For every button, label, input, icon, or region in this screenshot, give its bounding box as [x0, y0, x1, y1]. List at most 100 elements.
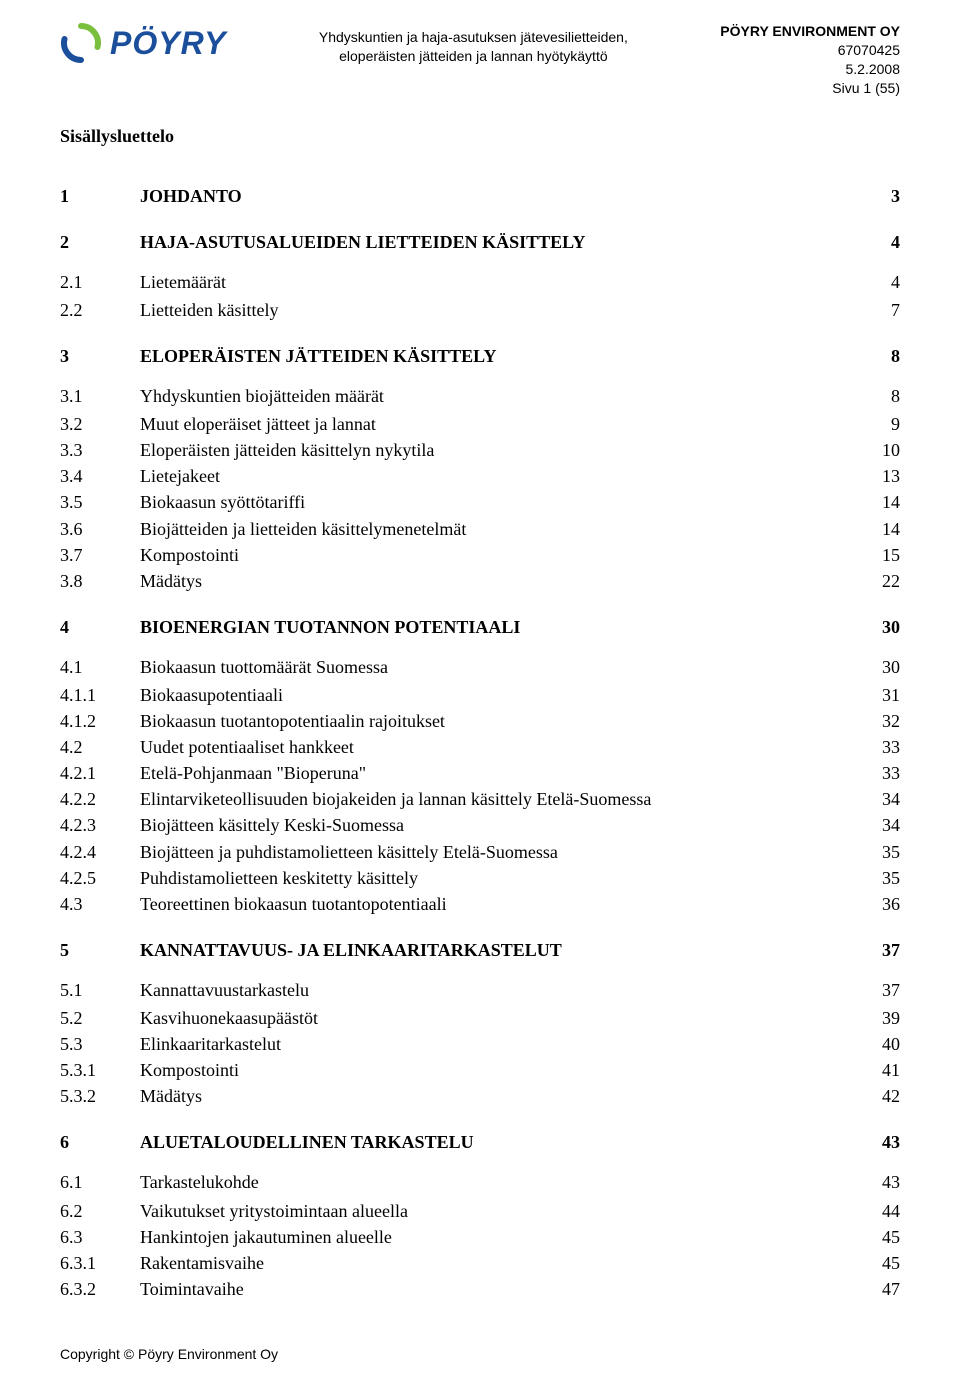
toc-num: 4: [60, 614, 140, 640]
toc-entry: 4.1.2 Biokaasun tuotantopotentiaalin raj…: [60, 708, 900, 734]
toc-num: 4.3: [60, 891, 140, 917]
toc-page: 45: [860, 1224, 900, 1250]
page-header: PÖYRY Yhdyskuntien ja haja-asutuksen jät…: [60, 22, 900, 98]
header-subtitle: Yhdyskuntien ja haja-asutuksen jätevesil…: [226, 22, 720, 66]
toc-entry: 5.3 Elinkaaritarkastelut 40: [60, 1031, 900, 1057]
toc-page: 4: [860, 269, 900, 295]
toc-page: 43: [860, 1129, 900, 1155]
logo: PÖYRY: [60, 22, 226, 64]
toc-label: Biokaasupotentiaali: [140, 682, 860, 708]
toc-label: Biojätteiden ja lietteiden käsittelymene…: [140, 516, 860, 542]
toc-num: 5.3.1: [60, 1057, 140, 1083]
toc-page: 39: [860, 1005, 900, 1031]
toc-entry: 4 BIOENERGIAN TUOTANNON POTENTIAALI 30: [60, 614, 900, 640]
toc-label: HAJA-ASUTUSALUEIDEN LIETTEIDEN KÄSITTELY: [140, 229, 860, 255]
toc-num: 3: [60, 343, 140, 369]
toc-label: Biokaasun tuotantopotentiaalin rajoituks…: [140, 708, 860, 734]
toc-label: Lietemäärät: [140, 269, 860, 295]
doc-page: Sivu 1 (55): [720, 79, 900, 98]
toc-page: 41: [860, 1057, 900, 1083]
toc-label: Kompostointi: [140, 1057, 860, 1083]
toc-page: 22: [860, 568, 900, 594]
toc-entry: 6.1 Tarkastelukohde 43: [60, 1169, 900, 1195]
toc-label: Biokaasun tuottomäärät Suomessa: [140, 654, 860, 680]
toc-entry: 4.2 Uudet potentiaaliset hankkeet 33: [60, 734, 900, 760]
toc-label: Toimintavaihe: [140, 1276, 860, 1302]
toc-page: 4: [860, 229, 900, 255]
toc-label: Lietejakeet: [140, 463, 860, 489]
toc-num: 3.1: [60, 383, 140, 409]
toc-entry: 3.3 Eloperäisten jätteiden käsittelyn ny…: [60, 437, 900, 463]
table-of-contents: 1 JOHDANTO 3 2 HAJA-ASUTUSALUEIDEN LIETT…: [60, 183, 900, 1302]
toc-page: 35: [860, 865, 900, 891]
toc-entry: 3.2 Muut eloperäiset jätteet ja lannat 9: [60, 411, 900, 437]
toc-num: 3.4: [60, 463, 140, 489]
toc-num: 6.1: [60, 1169, 140, 1195]
toc-page: 45: [860, 1250, 900, 1276]
toc-num: 6.3.1: [60, 1250, 140, 1276]
toc-page: 34: [860, 786, 900, 812]
toc-page: 13: [860, 463, 900, 489]
toc-num: 3.7: [60, 542, 140, 568]
copyright-footer: Copyright © Pöyry Environment Oy: [60, 1346, 278, 1362]
toc-label: Uudet potentiaaliset hankkeet: [140, 734, 860, 760]
toc-num: 4.1: [60, 654, 140, 680]
toc-entry: 4.2.5 Puhdistamolietteen keskitetty käsi…: [60, 865, 900, 891]
toc-entry: 5.1 Kannattavuustarkastelu 37: [60, 977, 900, 1003]
toc-num: 4.2.1: [60, 760, 140, 786]
toc-title: Sisällysluettelo: [60, 126, 900, 147]
toc-page: 7: [860, 297, 900, 323]
toc-entry: 6.3.2 Toimintavaihe 47: [60, 1276, 900, 1302]
toc-entry: 4.1 Biokaasun tuottomäärät Suomessa 30: [60, 654, 900, 680]
toc-page: 37: [860, 937, 900, 963]
header-line1: Yhdyskuntien ja haja-asutuksen jätevesil…: [226, 28, 720, 47]
toc-page: 30: [860, 654, 900, 680]
toc-entry: 6.2 Vaikutukset yritystoimintaan alueell…: [60, 1198, 900, 1224]
toc-num: 3.8: [60, 568, 140, 594]
toc-label: Muut eloperäiset jätteet ja lannat: [140, 411, 860, 437]
toc-page: 47: [860, 1276, 900, 1302]
toc-num: 4.2: [60, 734, 140, 760]
toc-label: Etelä-Pohjanmaan "Bioperuna": [140, 760, 860, 786]
toc-page: 14: [860, 516, 900, 542]
toc-page: 14: [860, 489, 900, 515]
toc-num: 4.2.3: [60, 812, 140, 838]
toc-entry: 3.4 Lietejakeet 13: [60, 463, 900, 489]
toc-label: Mädätys: [140, 568, 860, 594]
toc-label: Kompostointi: [140, 542, 860, 568]
toc-entry: 3.8 Mädätys 22: [60, 568, 900, 594]
toc-page: 36: [860, 891, 900, 917]
logo-icon: [60, 22, 102, 64]
toc-entry: 5.2 Kasvihuonekaasupäästöt 39: [60, 1005, 900, 1031]
toc-num: 2: [60, 229, 140, 255]
toc-num: 3.3: [60, 437, 140, 463]
toc-page: 9: [860, 411, 900, 437]
toc-num: 4.2.4: [60, 839, 140, 865]
toc-page: 33: [860, 734, 900, 760]
toc-page: 30: [860, 614, 900, 640]
toc-label: Elintarviketeollisuuden biojakeiden ja l…: [140, 786, 860, 812]
toc-label: Hankintojen jakautuminen alueelle: [140, 1224, 860, 1250]
toc-page: 44: [860, 1198, 900, 1224]
toc-entry: 4.1.1 Biokaasupotentiaali 31: [60, 682, 900, 708]
toc-num: 5.3.2: [60, 1083, 140, 1109]
toc-entry: 2.2 Lietteiden käsittely 7: [60, 297, 900, 323]
toc-page: 34: [860, 812, 900, 838]
toc-num: 4.2.5: [60, 865, 140, 891]
company-name: PÖYRY ENVIRONMENT OY: [720, 22, 900, 41]
toc-entry: 1 JOHDANTO 3: [60, 183, 900, 209]
toc-num: 5.2: [60, 1005, 140, 1031]
toc-num: 2.2: [60, 297, 140, 323]
toc-label: Tarkastelukohde: [140, 1169, 860, 1195]
toc-num: 3.6: [60, 516, 140, 542]
toc-label: Biokaasun syöttötariffi: [140, 489, 860, 515]
toc-page: 32: [860, 708, 900, 734]
toc-label: Puhdistamolietteen keskitetty käsittely: [140, 865, 860, 891]
toc-num: 4.2.2: [60, 786, 140, 812]
toc-label: ELOPERÄISTEN JÄTTEIDEN KÄSITTELY: [140, 343, 860, 369]
toc-num: 6.3.2: [60, 1276, 140, 1302]
toc-entry: 6 ALUETALOUDELLINEN TARKASTELU 43: [60, 1129, 900, 1155]
toc-entry: 5 KANNATTAVUUS- JA ELINKAARITARKASTELUT …: [60, 937, 900, 963]
toc-label: Lietteiden käsittely: [140, 297, 860, 323]
logo-text: PÖYRY: [110, 25, 226, 62]
